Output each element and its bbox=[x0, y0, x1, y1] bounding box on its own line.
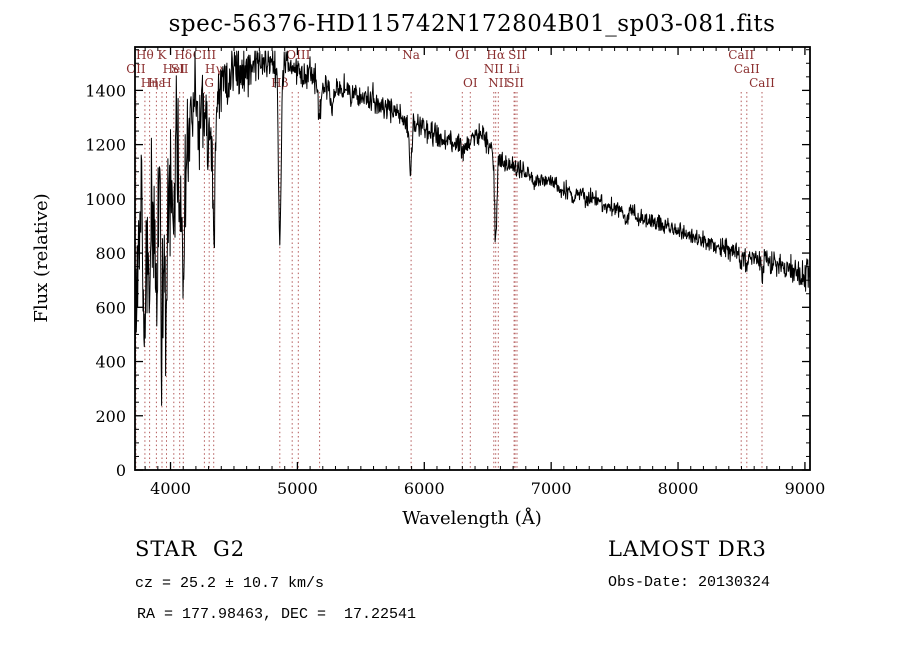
line-label-3889: Hε bbox=[148, 76, 165, 90]
line-label-6716: SII bbox=[506, 76, 524, 90]
line-label-5896: Na bbox=[402, 48, 420, 62]
line-label-6563: Hα bbox=[486, 48, 505, 62]
line-label-3798: Hθ bbox=[136, 48, 154, 62]
y-tick-label: 200 bbox=[95, 407, 126, 426]
x-tick-label: 5000 bbox=[277, 479, 318, 498]
line-label-6583: NII bbox=[488, 76, 508, 90]
flux-polyline bbox=[135, 50, 810, 407]
plot-axes: 4000 5000 6000 7000 8000 9000 0 200 400 600 800 100… bbox=[85, 46, 826, 498]
y-tick-label: 0 bbox=[116, 461, 126, 480]
line-label-6548: NII bbox=[484, 62, 504, 76]
x-tick-label: 8000 bbox=[658, 479, 699, 498]
line-label-6300: OI bbox=[455, 48, 470, 62]
x-tick-label: 7000 bbox=[531, 479, 572, 498]
line-label-8498: CaII bbox=[728, 48, 754, 62]
x-tick-label: 4000 bbox=[150, 479, 191, 498]
line-label-6731: SII bbox=[508, 48, 526, 62]
line-label-6708: Li bbox=[508, 62, 520, 76]
y-tick-label: 1400 bbox=[85, 81, 126, 100]
ra-dec-value: RA = 177.98463, DEC = 17.22541 bbox=[137, 606, 416, 623]
line-label-3933: K bbox=[158, 48, 168, 62]
plot-title: spec-56376-HD115742N172804B01_sp03-081.f… bbox=[169, 11, 776, 37]
x-tick-label: 6000 bbox=[404, 479, 445, 498]
obs-date-value: Obs-Date: 20130324 bbox=[608, 574, 770, 591]
spectrum-curve bbox=[135, 50, 810, 407]
line-label-8542: CaII bbox=[734, 62, 760, 76]
cz-value: cz = 25.2 ± 10.7 km/s bbox=[135, 575, 324, 592]
line-label-4861: Hβ bbox=[271, 76, 288, 90]
line-label-4340: Hγ bbox=[205, 62, 223, 76]
line-label-4101: Hδ bbox=[174, 48, 192, 62]
y-tick-label: 1000 bbox=[85, 190, 126, 209]
line-label-4267: CIII bbox=[193, 48, 217, 62]
y-tick-label: 600 bbox=[95, 298, 126, 317]
line-label-4305: G bbox=[204, 76, 214, 90]
line-label-8662: CaII bbox=[749, 76, 775, 90]
line-label-6363: OI bbox=[463, 76, 478, 90]
plot-frame bbox=[134, 46, 811, 471]
x-tick-label: 9000 bbox=[785, 479, 826, 498]
line-label-4026: HeI bbox=[163, 62, 186, 76]
survey-release-label: LAMOST DR3 bbox=[608, 537, 767, 561]
line-label-3835: Hη bbox=[141, 76, 159, 90]
line-label-5007: OIII bbox=[286, 48, 310, 62]
object-class-label: STAR bbox=[135, 537, 197, 561]
y-axis-label: Flux (relative) bbox=[31, 193, 52, 322]
y-tick-label: 400 bbox=[95, 353, 126, 372]
line-label-4072: SII bbox=[171, 62, 189, 76]
y-tick-label: 800 bbox=[95, 244, 126, 263]
x-axis-label: Wavelength (Å) bbox=[402, 507, 542, 529]
object-subclass-label: G2 bbox=[213, 537, 245, 561]
y-tick-label: 1200 bbox=[85, 136, 126, 155]
line-label-3968: H bbox=[161, 76, 171, 90]
line-label-3727: OII bbox=[126, 62, 146, 76]
